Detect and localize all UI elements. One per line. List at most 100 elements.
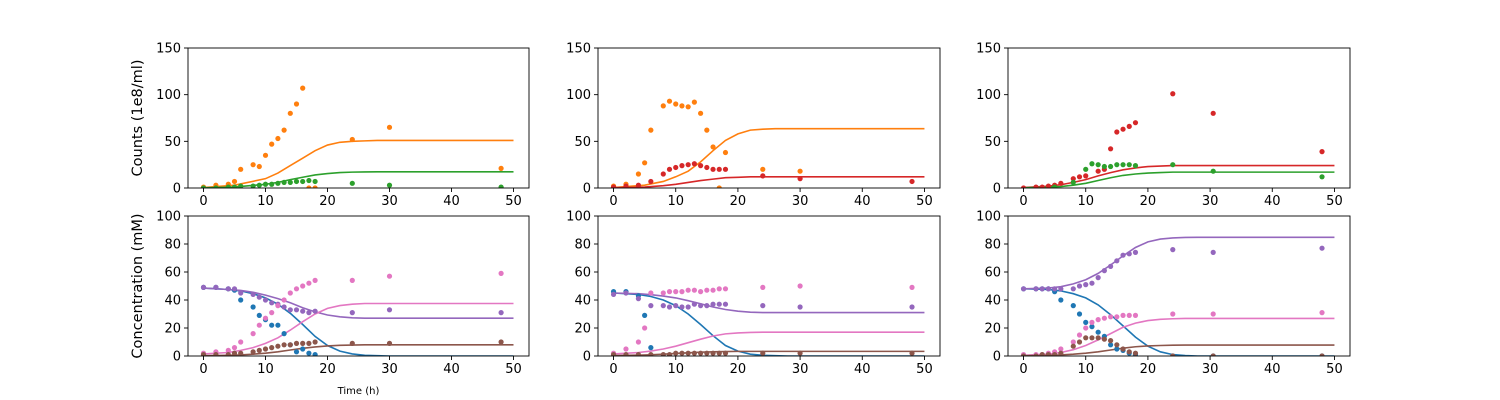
data-point-purple xyxy=(635,296,642,302)
data-point-green xyxy=(200,185,207,188)
data-point-green xyxy=(312,178,318,185)
data-point-brown xyxy=(1120,346,1126,352)
data-point-red xyxy=(1108,146,1114,152)
data-point-orange xyxy=(673,101,679,107)
data-point-brown xyxy=(704,350,710,356)
data-point-green xyxy=(1095,162,1101,168)
y-tick-label: 80 xyxy=(164,238,181,253)
data-point-brown xyxy=(679,350,685,356)
data-point-brown xyxy=(635,352,642,356)
data-point-purple xyxy=(1126,251,1132,257)
data-point-green xyxy=(300,178,306,185)
data-point-orange xyxy=(642,160,648,166)
x-tick-label: 0 xyxy=(1019,362,1027,377)
data-point-blue xyxy=(1083,319,1089,325)
data-point-green xyxy=(250,183,256,188)
data-point-purple xyxy=(1083,282,1089,288)
data-point-purple xyxy=(691,301,697,307)
x-tick-label: 30 xyxy=(381,362,398,377)
panel-top-middle: 0 10 20 30 40 50 0 50 100 150 xyxy=(566,42,941,209)
data-point-red xyxy=(797,176,803,182)
data-point-brown xyxy=(300,340,306,346)
data-point-red xyxy=(760,173,766,179)
data-point-red xyxy=(1170,91,1176,97)
data-point-blue xyxy=(1095,329,1101,335)
data-point-red xyxy=(648,178,654,185)
data-point-purple xyxy=(231,286,238,292)
data-point-orange xyxy=(710,144,716,150)
data-point-orange xyxy=(281,127,287,133)
plot-area xyxy=(610,283,925,356)
data-point-purple xyxy=(704,303,710,309)
data-point-brown xyxy=(250,349,256,355)
data-point-pink xyxy=(287,290,293,296)
panel-bottom-middle: 0 10 20 30 40 50 0 20 40 60 80 100 xyxy=(566,210,941,377)
data-point-green xyxy=(287,179,293,185)
data-point-purple xyxy=(250,291,256,297)
data-point-pink xyxy=(797,283,803,289)
data-point-red xyxy=(722,166,729,172)
data-point-orange xyxy=(635,171,642,177)
data-point-green xyxy=(1070,179,1076,185)
x-tick-label: 10 xyxy=(257,362,274,377)
x-tick-label: 0 xyxy=(609,362,617,377)
data-point-brown xyxy=(386,340,393,346)
fit-curve-brown xyxy=(1023,344,1335,356)
data-point-green xyxy=(275,180,281,186)
data-point-purple xyxy=(679,304,685,310)
data-point-brown xyxy=(1108,338,1114,344)
data-point-blue xyxy=(250,304,256,310)
y-tick-label: 20 xyxy=(164,322,181,337)
axes-frame xyxy=(597,215,941,357)
data-point-pink xyxy=(716,286,722,292)
data-point-pink xyxy=(635,339,642,345)
data-point-brown xyxy=(1070,343,1076,349)
data-point-red xyxy=(1020,185,1027,188)
data-point-red xyxy=(623,183,629,188)
fit-curve-purple xyxy=(613,292,925,314)
data-point-pink xyxy=(710,287,716,293)
plot-area xyxy=(1020,91,1335,188)
data-point-blue xyxy=(1058,297,1064,303)
data-point-purple xyxy=(648,303,654,309)
data-point-purple xyxy=(685,304,691,310)
x-tick-label: 50 xyxy=(505,194,522,209)
x-axis-label: Time (h) xyxy=(337,386,380,397)
data-point-blue xyxy=(1070,303,1076,309)
data-point-pink xyxy=(1058,346,1064,352)
data-point-purple xyxy=(1132,249,1139,255)
data-point-green xyxy=(293,178,300,185)
data-point-pink xyxy=(1120,312,1126,318)
data-point-blue xyxy=(642,312,648,318)
data-point-pink xyxy=(722,286,729,292)
fit-curve-pink xyxy=(613,331,925,355)
data-point-pink xyxy=(666,289,673,295)
x-tick-label: 50 xyxy=(505,362,522,377)
data-point-brown xyxy=(312,339,318,345)
data-point-orange xyxy=(238,166,244,172)
data-point-pink xyxy=(673,289,679,295)
data-point-brown xyxy=(225,352,231,356)
fit-curve-orange xyxy=(203,139,514,188)
x-tick-label: 30 xyxy=(792,194,809,209)
data-point-green xyxy=(1052,184,1058,188)
data-point-brown xyxy=(1058,350,1064,356)
data-point-orange xyxy=(698,110,704,116)
data-point-blue xyxy=(312,352,318,356)
data-point-brown xyxy=(213,352,219,356)
data-point-blue xyxy=(238,297,244,303)
data-point-brown xyxy=(306,340,312,346)
data-point-brown xyxy=(1045,352,1052,356)
data-point-green xyxy=(256,182,262,188)
data-point-purple xyxy=(1101,268,1107,274)
data-point-orange xyxy=(269,141,275,147)
data-point-pink xyxy=(498,270,504,276)
data-point-red xyxy=(691,161,697,167)
data-point-green xyxy=(238,183,244,188)
plot-area xyxy=(200,85,514,188)
data-point-green xyxy=(1108,163,1114,170)
data-point-brown xyxy=(1101,336,1107,342)
data-point-pink xyxy=(760,284,766,290)
x-tick-label: 30 xyxy=(1202,362,1219,377)
data-point-pink xyxy=(312,277,318,283)
